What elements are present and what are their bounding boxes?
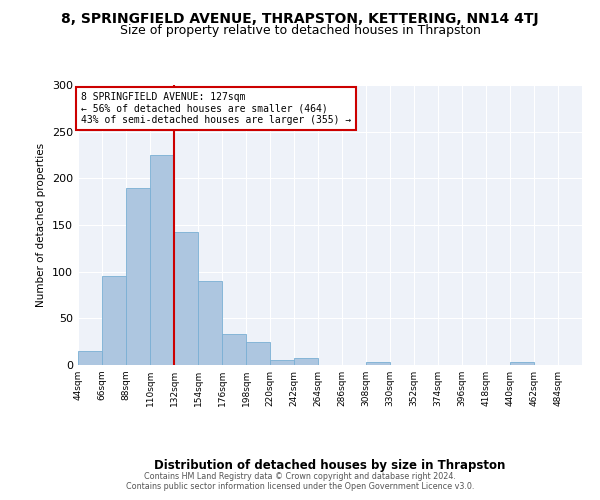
X-axis label: Distribution of detached houses by size in Thrapston: Distribution of detached houses by size … [154,459,506,472]
Bar [150,155,174,365]
Bar [78,351,102,365]
Y-axis label: Number of detached properties: Number of detached properties [37,143,46,307]
Bar [246,342,270,365]
Text: 8, SPRINGFIELD AVENUE, THRAPSTON, KETTERING, NN14 4TJ: 8, SPRINGFIELD AVENUE, THRAPSTON, KETTER… [61,12,539,26]
Bar [270,360,294,365]
Bar [126,188,150,365]
Bar [510,362,534,365]
Bar [102,276,126,365]
Bar [294,358,318,365]
Bar [366,362,390,365]
Bar [174,232,198,365]
Text: 8 SPRINGFIELD AVENUE: 127sqm
← 56% of detached houses are smaller (464)
43% of s: 8 SPRINGFIELD AVENUE: 127sqm ← 56% of de… [80,92,351,125]
Text: Size of property relative to detached houses in Thrapston: Size of property relative to detached ho… [119,24,481,37]
Bar [222,334,246,365]
Text: Contains HM Land Registry data © Crown copyright and database right 2024.
Contai: Contains HM Land Registry data © Crown c… [126,472,474,491]
Bar [198,281,222,365]
